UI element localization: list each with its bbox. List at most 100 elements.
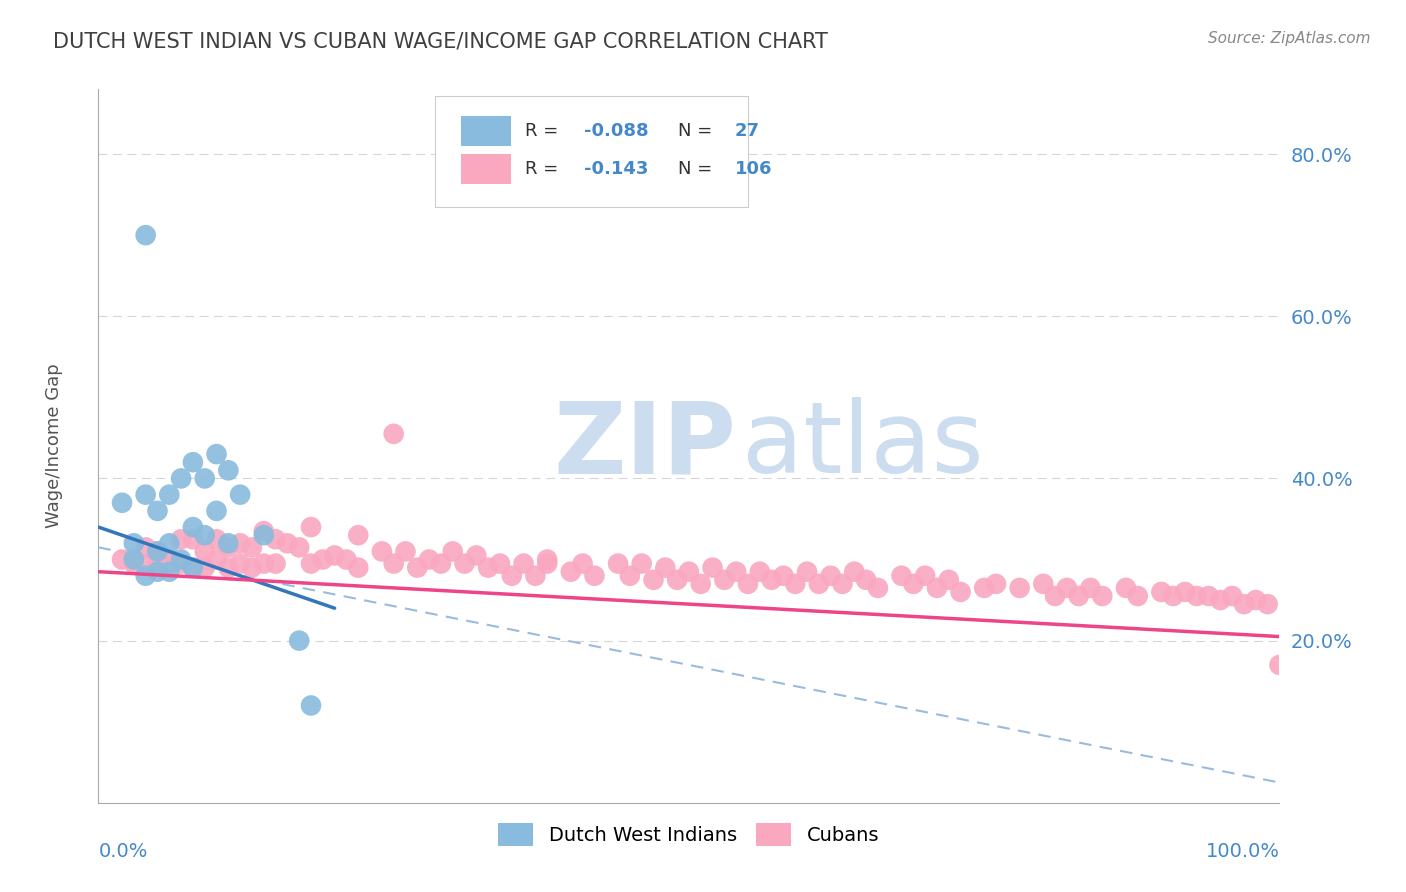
Point [406,560,429,574]
Point [1161,589,1184,603]
Text: Source: ZipAtlas.com: Source: ZipAtlas.com [1208,31,1371,46]
Point [1008,581,1031,595]
Point [1067,589,1090,603]
Point [1091,589,1114,603]
Point [903,577,925,591]
Point [135,488,157,502]
Point [1220,589,1243,603]
Point [229,557,252,571]
Point [181,520,204,534]
FancyBboxPatch shape [434,96,748,207]
Point [170,533,193,547]
Point [312,552,335,566]
Point [678,565,700,579]
Point [135,568,157,582]
Point [925,581,948,595]
Point [560,565,582,579]
Point [761,573,783,587]
Text: N =: N = [678,122,718,140]
Point [772,568,794,582]
Point [748,565,770,579]
Point [253,557,276,571]
Point [1185,589,1208,603]
Point [181,455,204,469]
Point [607,557,630,571]
Point [1198,589,1220,603]
Point [1150,585,1173,599]
Point [217,560,239,574]
Point [157,552,180,566]
Point [194,528,217,542]
Point [122,552,145,566]
Text: 27: 27 [735,122,761,140]
Point [170,552,193,566]
Point [1244,593,1267,607]
Point [489,557,512,571]
Point [170,557,193,571]
Point [240,541,263,555]
Point [217,463,239,477]
Point [501,568,523,582]
Point [630,557,652,571]
Text: 0.0%: 0.0% [98,842,148,861]
Point [536,552,558,566]
Point [1080,581,1102,595]
Point [643,573,665,587]
Point [855,573,877,587]
Point [205,447,228,461]
Point [157,565,180,579]
Point [146,504,169,518]
Point [382,557,405,571]
Point [973,581,995,595]
Point [477,560,499,574]
FancyBboxPatch shape [461,116,510,146]
Point [666,573,689,587]
Point [122,557,145,571]
Point [157,557,180,571]
Point [276,536,298,550]
Point [194,560,217,574]
Point [984,577,1007,591]
Point [240,560,263,574]
Point [938,573,960,587]
Point [702,560,724,574]
FancyBboxPatch shape [461,154,510,184]
Point [264,557,287,571]
Point [194,544,217,558]
Point [347,528,370,542]
Point [135,228,157,243]
Point [866,581,889,595]
Point [229,488,252,502]
Point [619,568,641,582]
Point [170,471,193,485]
Point [135,557,157,571]
Text: ZIP: ZIP [553,398,735,494]
Point [583,568,606,582]
Point [299,520,322,534]
Point [299,557,322,571]
Point [181,560,204,574]
Point [111,552,134,566]
Point [1268,657,1291,672]
Point [347,560,370,574]
Point [949,585,972,599]
Point [1209,593,1232,607]
Point [135,541,157,555]
Point [844,565,866,579]
Point [1043,589,1066,603]
Point [807,577,830,591]
Point [217,541,239,555]
Point [323,549,346,563]
Point [536,557,558,571]
Point [205,504,228,518]
Point [122,536,145,550]
Point [524,568,547,582]
Point [430,557,453,571]
Point [111,496,134,510]
Point [1126,589,1149,603]
Text: -0.088: -0.088 [583,122,648,140]
Text: DUTCH WEST INDIAN VS CUBAN WAGE/INCOME GAP CORRELATION CHART: DUTCH WEST INDIAN VS CUBAN WAGE/INCOME G… [53,31,828,51]
Text: atlas: atlas [742,398,984,494]
Point [288,633,311,648]
Point [157,488,180,502]
